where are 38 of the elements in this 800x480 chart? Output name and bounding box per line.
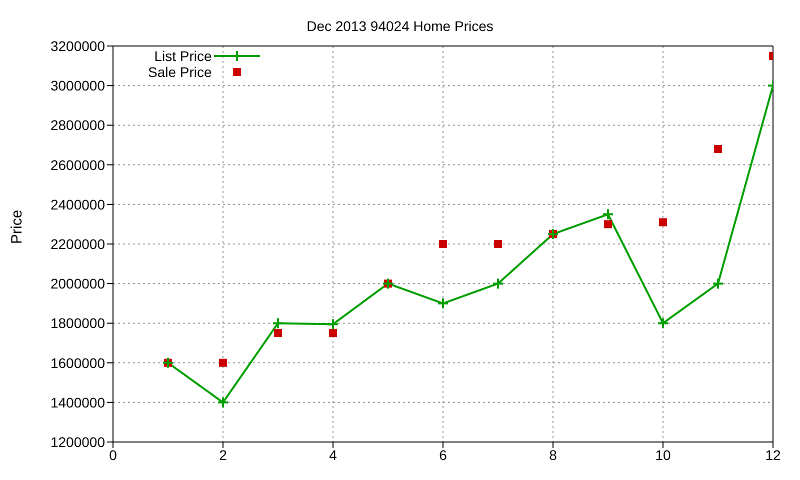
point [274,329,282,338]
point [602,208,614,220]
point [219,358,227,367]
legend-label: Sale Price [148,64,212,80]
point [714,144,722,153]
point [657,317,669,330]
point [659,218,667,226]
point [604,220,612,228]
point [494,240,502,248]
x-tick-label: 0 [109,446,118,463]
point [327,318,339,330]
y-tick-label: 2600000 [50,156,106,173]
y-tick-label: 2800000 [50,117,106,134]
y-axis-title: Price [8,210,26,244]
point [272,317,284,330]
point [492,278,504,290]
y-tick-label: 2200000 [50,236,106,252]
y-tick-label: 2400000 [50,196,106,212]
x-tick-label: 4 [329,446,338,463]
y-tick-label: 1800000 [50,315,106,332]
point [217,396,229,408]
x-tick-label: 8 [549,446,558,463]
point [712,278,724,290]
x-tick-label: 10 [655,446,671,463]
chart-title: Dec 2013 94024 Home Prices [306,18,494,34]
x-tick-label: 2 [219,446,228,463]
y-tick-label: 3200000 [50,38,106,54]
y-tick-label: 1400000 [50,394,106,410]
x-tick-label: 12 [765,446,781,463]
point [439,240,447,248]
y-tick-label: 2000000 [50,276,106,292]
point [437,297,449,310]
y-tick-label: 1200000 [50,434,106,450]
point [329,329,337,338]
y-tick-label: 3000000 [50,78,106,94]
y-tick-label: 1600000 [50,354,106,371]
legend-label: List Price [154,48,212,64]
x-tick-label: 6 [439,446,448,463]
